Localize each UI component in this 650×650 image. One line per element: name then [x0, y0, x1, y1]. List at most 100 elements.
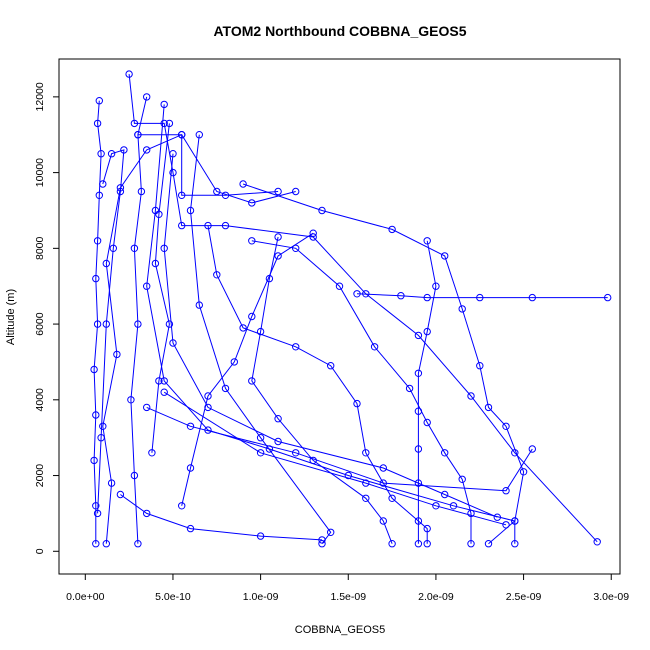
data-point [467, 540, 475, 548]
data-point [502, 422, 510, 430]
data-point [178, 221, 186, 230]
data-point [160, 244, 168, 253]
data-point [213, 271, 221, 279]
data-series [134, 131, 282, 200]
data-point [511, 517, 519, 525]
y-axis-label: Altitude (m) [5, 289, 17, 345]
data-point [97, 150, 105, 158]
data-point [502, 521, 510, 529]
data-point [143, 403, 151, 412]
data-series [186, 131, 335, 548]
data-point [441, 449, 449, 457]
data-point [116, 187, 125, 196]
data-point [93, 509, 102, 518]
x-tick-label: 2.0e-09 [418, 591, 454, 603]
data-series [90, 97, 105, 548]
data-point [92, 502, 100, 510]
data-point [160, 100, 168, 109]
data-point [165, 119, 174, 128]
data-point [239, 180, 247, 188]
data-series [248, 233, 396, 548]
data-point [186, 206, 195, 215]
data-point [292, 343, 300, 351]
data-point [414, 479, 423, 487]
data-point [388, 225, 396, 234]
data-point [405, 384, 414, 393]
data-point [414, 445, 423, 453]
data-point [256, 434, 265, 442]
data-point [186, 524, 195, 533]
data-point [274, 415, 282, 423]
data-point [155, 210, 163, 219]
x-tick-label: 1.0e-09 [243, 591, 279, 603]
data-point [327, 528, 335, 536]
data-point [130, 119, 139, 128]
data-point [102, 540, 111, 548]
data-point [441, 490, 449, 499]
x-axis-label: COBBNA_GEOS5 [295, 624, 385, 636]
data-series [116, 490, 326, 544]
data-point [423, 293, 431, 302]
data-point [178, 191, 186, 200]
series-line [181, 232, 314, 506]
series-line [93, 100, 102, 544]
data-point [93, 237, 102, 245]
data-point [113, 350, 121, 359]
data-point [127, 396, 135, 404]
data-point [169, 339, 177, 347]
series-line [251, 236, 393, 544]
data-series [239, 180, 528, 548]
data-point [432, 282, 440, 290]
data-point [107, 479, 116, 487]
data-point [134, 320, 142, 328]
data-point [423, 418, 431, 427]
data-point [423, 327, 431, 336]
y-axis: 0 2000 4000 6000 8000 10000 12000 [34, 82, 60, 554]
data-point [423, 237, 431, 245]
data-point [327, 362, 335, 370]
data-point [143, 282, 151, 290]
series-line [189, 134, 332, 545]
data-point [370, 343, 379, 351]
data-point [423, 524, 431, 533]
data-point [493, 513, 501, 521]
series-line [128, 74, 598, 543]
y-tick-label: 4000 [34, 388, 46, 412]
data-point [134, 540, 142, 548]
data-point [169, 150, 177, 158]
data-point [467, 392, 475, 400]
data-point [143, 146, 151, 154]
data-point [458, 475, 466, 483]
data-point [484, 403, 493, 412]
data-point [102, 259, 111, 268]
data-point [528, 445, 536, 453]
data-point [116, 490, 125, 499]
data-point [344, 471, 352, 480]
data-point [213, 187, 221, 196]
series-line [163, 391, 507, 526]
series-line [417, 240, 437, 544]
data-series [143, 403, 536, 495]
data-series [204, 221, 431, 548]
data-point [186, 464, 195, 472]
data-series [178, 229, 317, 510]
data-point [318, 536, 326, 544]
data-point [353, 399, 361, 408]
data-point [256, 327, 265, 336]
data-point [169, 168, 177, 177]
data-point [256, 532, 265, 540]
data-point [143, 93, 151, 101]
data-point [414, 540, 423, 548]
series-line [163, 153, 498, 518]
data-point [292, 187, 300, 196]
x-tick-label: 5.0e-10 [155, 591, 191, 603]
y-tick-label: 10000 [34, 158, 46, 187]
data-point [309, 456, 317, 465]
data-point [195, 131, 204, 139]
data-series [353, 290, 612, 302]
data-point [95, 191, 104, 200]
data-series [148, 119, 174, 457]
data-point [353, 290, 361, 298]
data-series [160, 150, 501, 521]
